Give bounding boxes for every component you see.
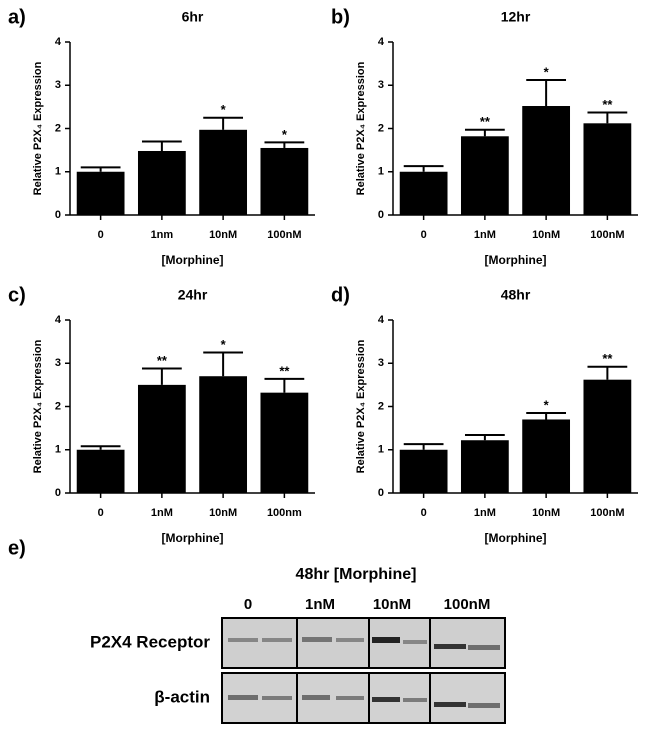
y-tick-label: 3 <box>55 79 61 91</box>
y-tick-label: 3 <box>378 357 384 369</box>
y-tick-label: 0 <box>55 209 61 221</box>
y-axis-label: Relative P2X₄ Expression <box>355 61 367 195</box>
x-tick-label: 10nM <box>209 229 237 241</box>
x-axis-label: [Morphine] <box>485 253 547 267</box>
y-axis-label: Relative P2X₄ Expression <box>355 339 367 473</box>
x-tick-label: 100nm <box>267 507 302 519</box>
bar <box>399 171 448 215</box>
x-axis-label: [Morphine] <box>162 531 224 545</box>
bar <box>399 449 448 493</box>
blot <box>221 617 506 724</box>
y-tick-label: 3 <box>55 357 61 369</box>
y-axis-label: Relative P2X₄ Expression <box>32 61 44 195</box>
y-axis-label: Relative P2X₄ Expression <box>32 339 44 473</box>
significance-marker: ** <box>480 114 491 129</box>
x-tick-label: 100nM <box>267 229 301 241</box>
x-tick-label: 0 <box>98 229 104 241</box>
y-tick-label: 1 <box>55 166 61 178</box>
significance-marker: * <box>544 64 550 79</box>
bar <box>522 106 571 215</box>
y-tick-label: 2 <box>55 122 61 134</box>
x-tick-label: 10nM <box>532 229 560 241</box>
lane-dividers <box>296 618 431 723</box>
x-axis-label: [Morphine] <box>162 253 224 267</box>
significance-marker: * <box>282 127 288 142</box>
bar <box>260 147 309 215</box>
chart-title: 12hr <box>501 9 531 25</box>
x-tick-label: 1nM <box>474 229 496 241</box>
bar <box>583 379 632 493</box>
y-tick-label: 2 <box>378 400 384 412</box>
bar <box>260 392 309 493</box>
x-tick-label: 1nm <box>151 229 174 241</box>
bar <box>460 136 509 215</box>
bar <box>583 123 632 215</box>
y-tick-label: 1 <box>378 444 384 456</box>
panel-label: b) <box>331 6 350 28</box>
x-tick-label: 0 <box>421 507 427 519</box>
bar <box>137 150 186 215</box>
blot-row-frame <box>221 617 506 669</box>
significance-marker: ** <box>602 351 613 366</box>
lane-label: 0 <box>244 596 252 613</box>
bar <box>199 376 248 493</box>
bar <box>522 419 571 493</box>
bar <box>76 449 125 493</box>
y-tick-label: 2 <box>378 122 384 134</box>
chart-title: 6hr <box>182 9 204 25</box>
panel-label: a) <box>8 6 26 28</box>
y-tick-label: 0 <box>378 209 384 221</box>
x-tick-label: 0 <box>98 507 104 519</box>
significance-marker: ** <box>157 353 168 368</box>
y-tick-label: 1 <box>55 444 61 456</box>
significance-marker: * <box>221 102 227 117</box>
panel-label: e) <box>8 537 26 559</box>
y-tick-label: 4 <box>378 314 385 326</box>
x-axis-label: [Morphine] <box>485 531 547 545</box>
lane-label: 1nM <box>305 596 335 613</box>
significance-marker: * <box>221 337 227 352</box>
chart-title: 48hr <box>501 287 531 303</box>
row-label: P2X4 Receptor <box>90 632 210 651</box>
chart-title: 24hr <box>178 287 208 303</box>
x-tick-label: 1nM <box>151 507 173 519</box>
y-tick-label: 2 <box>55 400 61 412</box>
y-tick-label: 4 <box>55 36 62 48</box>
x-tick-label: 10nM <box>209 507 237 519</box>
significance-marker: ** <box>602 97 613 112</box>
x-tick-label: 0 <box>421 229 427 241</box>
bar <box>460 440 509 493</box>
bar <box>199 129 248 215</box>
y-tick-label: 4 <box>378 36 385 48</box>
x-tick-label: 100nM <box>590 229 624 241</box>
panel-label: c) <box>8 284 26 306</box>
x-tick-label: 1nM <box>474 507 496 519</box>
x-tick-label: 10nM <box>532 507 560 519</box>
blot-title: 48hr [Morphine] <box>296 566 417 583</box>
y-tick-label: 1 <box>378 166 384 178</box>
y-tick-label: 4 <box>55 314 62 326</box>
y-tick-label: 3 <box>378 79 384 91</box>
bar <box>137 384 186 493</box>
blot-bands <box>228 637 500 708</box>
lane-label: 100nM <box>444 596 491 613</box>
lane-label: 10nM <box>373 596 411 613</box>
panel-label: d) <box>331 284 350 306</box>
row-label: β-actin <box>154 687 210 706</box>
y-tick-label: 0 <box>55 487 61 499</box>
x-tick-label: 100nM <box>590 507 624 519</box>
bar <box>76 171 125 215</box>
y-tick-label: 0 <box>378 487 384 499</box>
significance-marker: * <box>544 397 550 412</box>
significance-marker: ** <box>279 363 290 378</box>
